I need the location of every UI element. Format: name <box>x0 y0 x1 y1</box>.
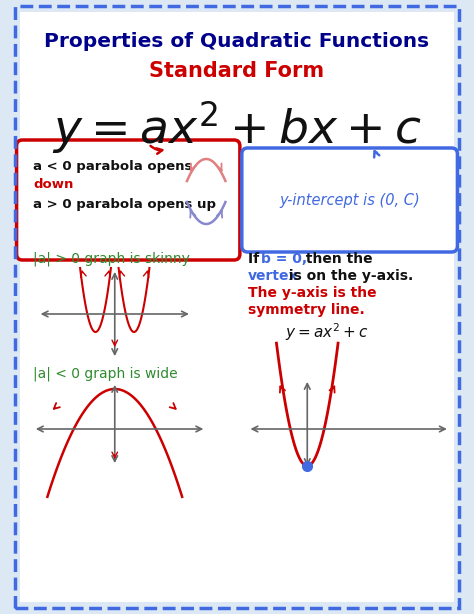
Text: Properties of Quadratic Functions: Properties of Quadratic Functions <box>45 31 429 50</box>
Text: y-intercept is (0, C): y-intercept is (0, C) <box>279 193 420 208</box>
FancyBboxPatch shape <box>17 140 240 260</box>
Text: The y-axis is the: The y-axis is the <box>247 286 376 300</box>
Text: $y = ax^2 + bx + c$: $y = ax^2 + bx + c$ <box>52 98 422 155</box>
Text: a < 0 parabola opens: a < 0 parabola opens <box>33 160 192 173</box>
Text: |a| < 0 graph is wide: |a| < 0 graph is wide <box>33 367 178 381</box>
Text: If: If <box>247 252 264 266</box>
Text: $y = ax^2 + c$: $y = ax^2 + c$ <box>285 321 368 343</box>
Text: then the: then the <box>301 252 372 266</box>
Text: b = 0,: b = 0, <box>261 252 307 266</box>
Text: Standard Form: Standard Form <box>149 61 325 81</box>
Text: down: down <box>33 177 73 190</box>
Text: vertex: vertex <box>247 269 298 283</box>
FancyBboxPatch shape <box>20 12 454 602</box>
FancyBboxPatch shape <box>242 148 457 252</box>
Text: symmetry line.: symmetry line. <box>247 303 365 317</box>
Text: is on the y-axis.: is on the y-axis. <box>284 269 413 283</box>
Text: a > 0 parabola opens up: a > 0 parabola opens up <box>33 198 216 211</box>
Text: |a| > 0 graph is skinny: |a| > 0 graph is skinny <box>33 252 190 266</box>
